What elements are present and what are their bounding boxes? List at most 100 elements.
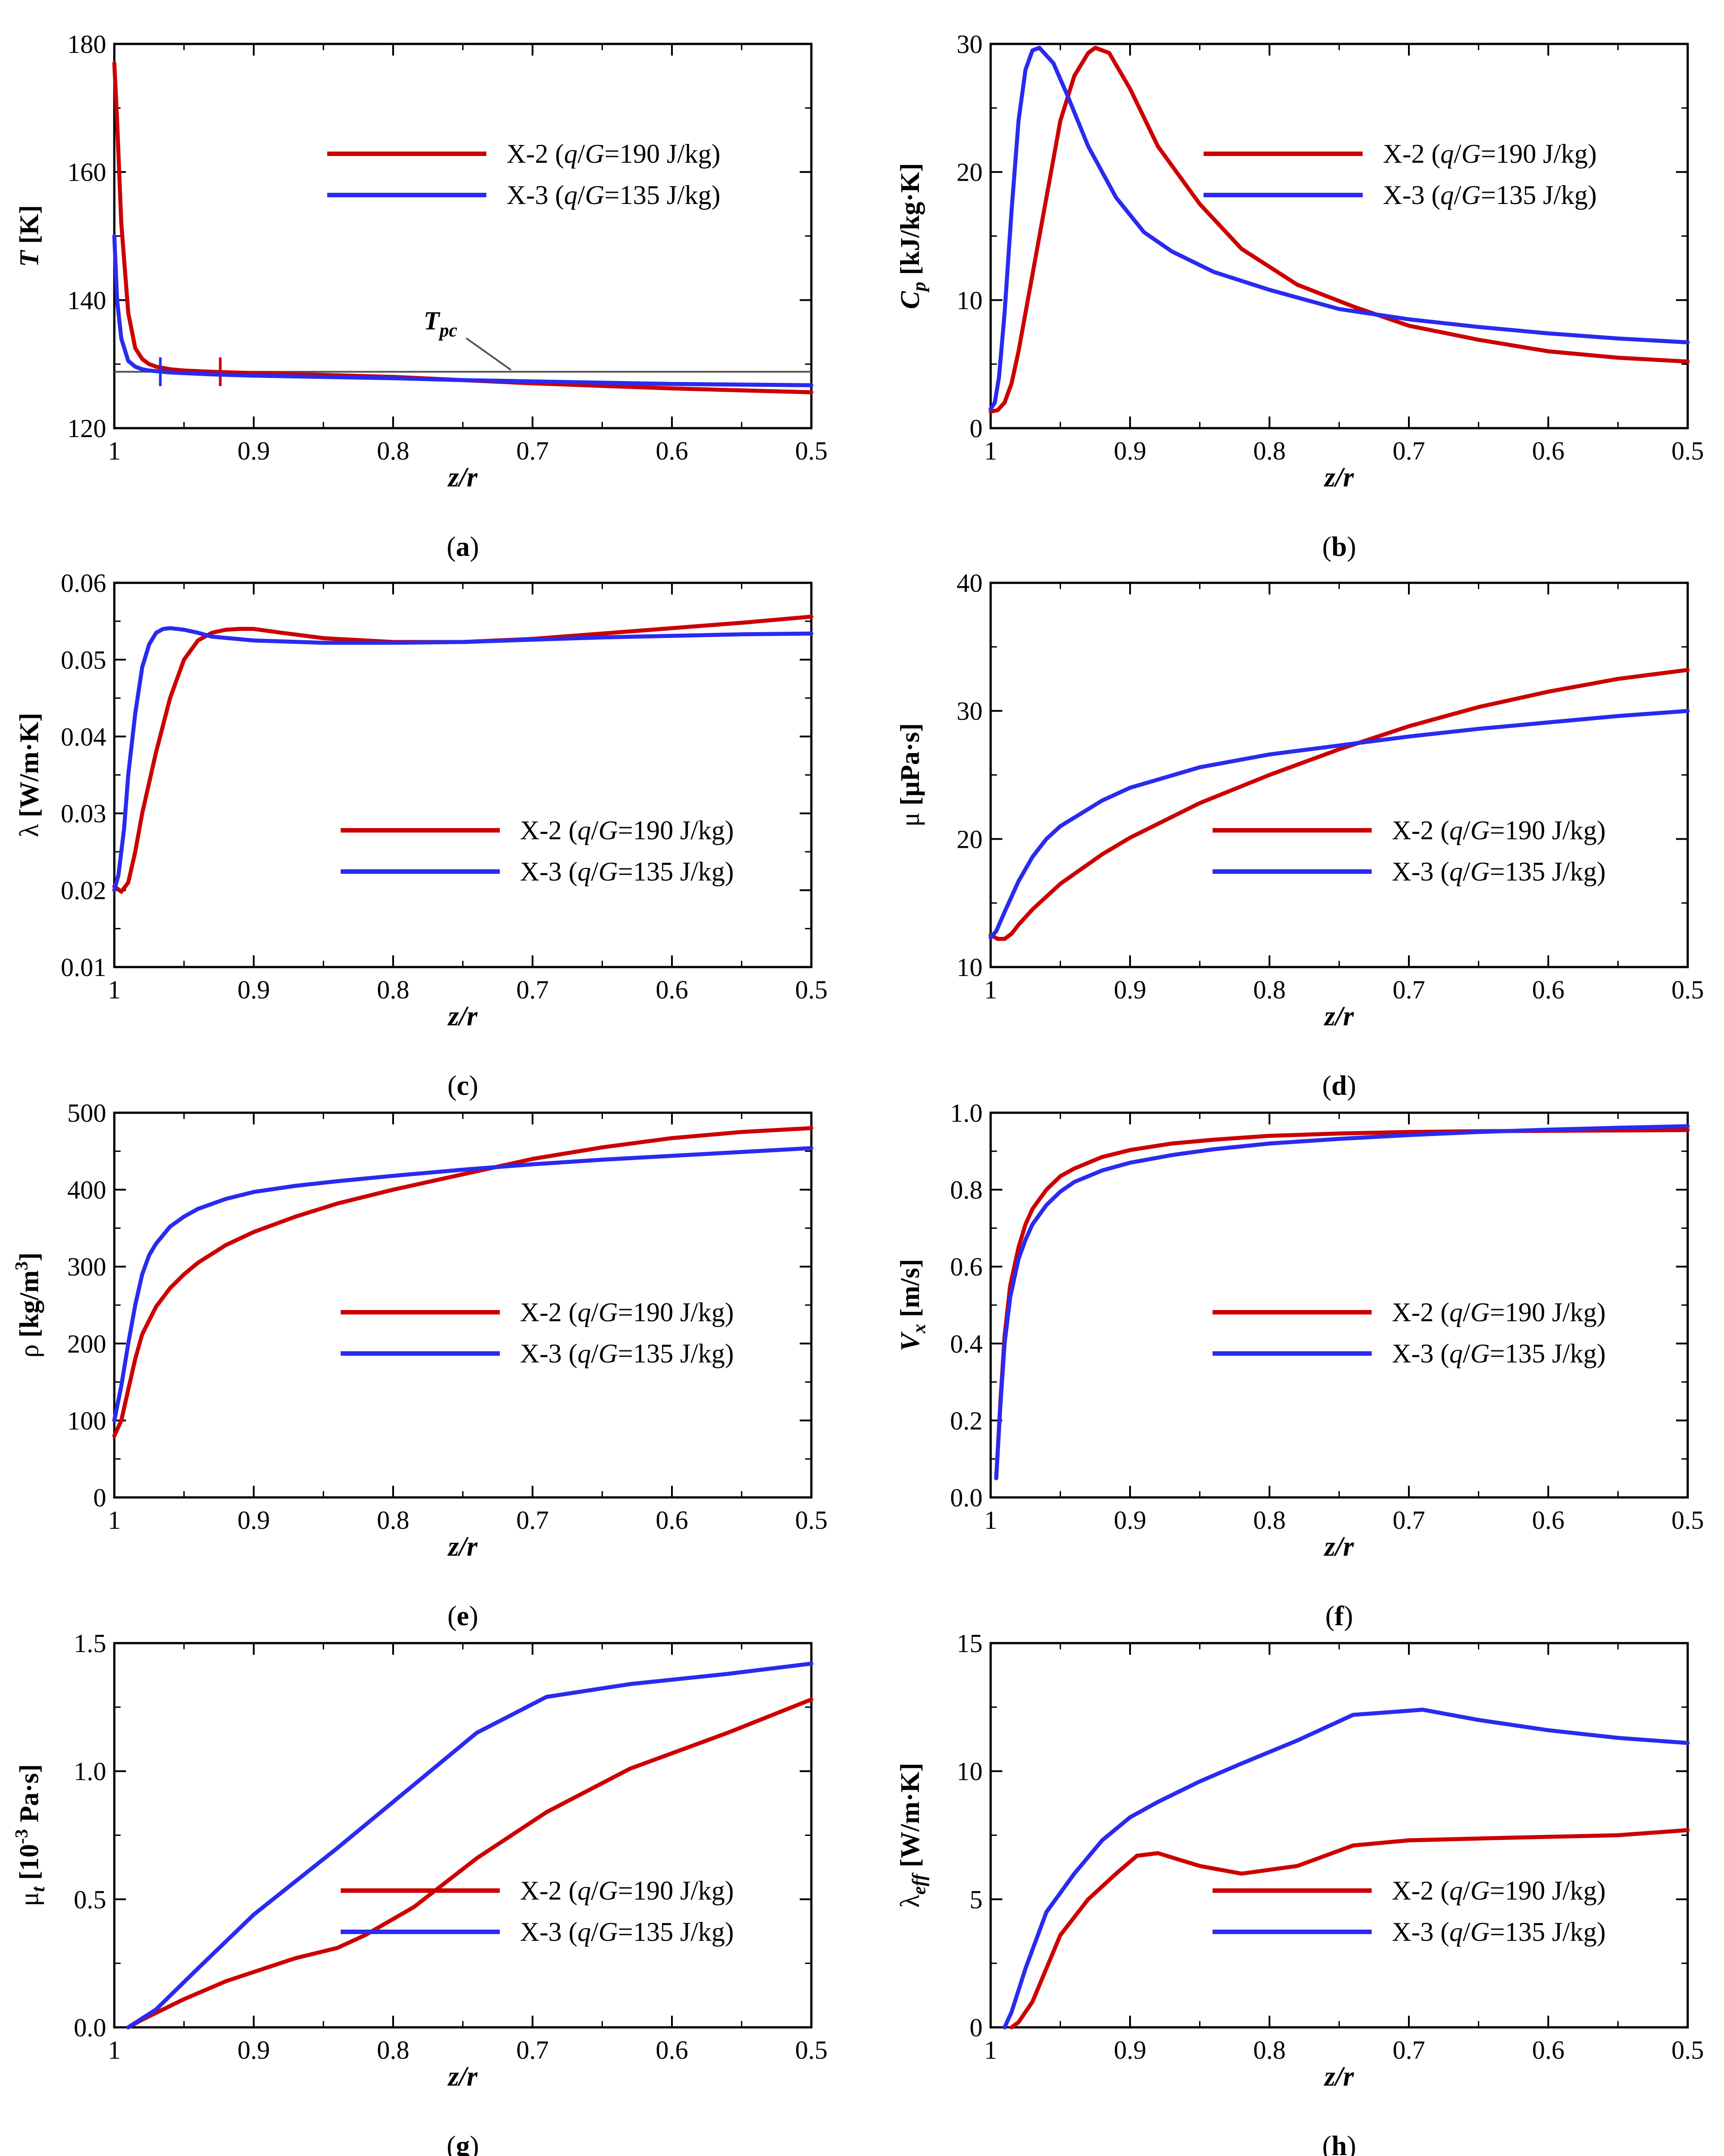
x-tick-label: 0.5 xyxy=(1672,436,1704,465)
x-tick-label: 0.6 xyxy=(1532,2035,1565,2065)
y-tick-label: 0.02 xyxy=(61,876,107,905)
y-tick-label: 500 xyxy=(67,1098,106,1128)
series-line-x2 xyxy=(988,46,1690,414)
y-tick-label: 10 xyxy=(957,286,983,315)
legend-label-x2: X-2 (q/G=190 J/kg) xyxy=(1392,1297,1606,1327)
panel-e: 1 0.9 0.8 0.7 0.6 0.5 0 100 200 300 400 500 X-2 (q/G… xyxy=(11,1098,827,1631)
x-tick-label: 0.5 xyxy=(795,975,828,1004)
y-tick-label: 140 xyxy=(67,286,106,315)
y-tick-label: 0 xyxy=(970,2013,983,2042)
x-tick-label: 0.9 xyxy=(1114,2035,1147,2065)
x-tick-label: 0.8 xyxy=(1253,436,1286,465)
x-axis-label: z/r xyxy=(447,462,478,493)
panel-label: (f) xyxy=(1325,1601,1353,1631)
tpc-annotation-leader xyxy=(465,337,512,371)
x-tick-label: 0.8 xyxy=(377,1505,410,1535)
series-line-x3 xyxy=(988,709,1690,940)
y-tick-label: 0.04 xyxy=(61,722,107,751)
x-tick-label: 0.7 xyxy=(516,2035,549,2065)
series-line-x2 xyxy=(112,614,814,894)
x-tick-label: 1 xyxy=(984,975,997,1004)
legend-label-x3: X-3 (q/G=135 J/kg) xyxy=(520,857,734,886)
series-line-x2 xyxy=(1009,1828,1690,2030)
x-tick-label: 0.9 xyxy=(1114,1505,1147,1535)
x-tick-label: 0.8 xyxy=(1253,1505,1286,1535)
x-tick-label: 1 xyxy=(984,2035,997,2065)
x-tick-label: 0.7 xyxy=(516,975,549,1004)
y-axis-label: μt [10-3 Pa·s] xyxy=(11,1764,49,1906)
x-tick-label: 0.6 xyxy=(656,436,689,465)
y-tick-label: 0.01 xyxy=(61,953,107,982)
x-axis-label: z/r xyxy=(1324,1531,1354,1562)
panel-h: 1 0.9 0.8 0.7 0.6 0.5 0 5 10 15 X-2 (q/G=190 J/kg)… xyxy=(895,1629,1704,2156)
y-tick-label: 0 xyxy=(93,1483,106,1512)
legend-label-x2: X-2 (q/G=190 J/kg) xyxy=(1392,1876,1606,1905)
y-axis-label: T [K] xyxy=(14,205,44,267)
x-tick-label: 0.5 xyxy=(1672,1505,1704,1535)
legend: X-2 (q/G=190 J/kg) X-3 (q/G=135 J/kg) xyxy=(1204,139,1597,210)
y-tick-label: 160 xyxy=(67,158,106,187)
series-line-x3 xyxy=(112,234,814,387)
x-tick-label: 1 xyxy=(984,1505,997,1535)
y-axis-label: ρ [kg/m3] xyxy=(11,1253,44,1358)
x-tick-label: 0.9 xyxy=(238,1505,270,1535)
panel-a: 1 0.9 0.8 0.7 0.6 0.5 120 140 160 180 Tpc X-2 (q/G=… xyxy=(14,30,827,562)
panel-b: 1 0.9 0.8 0.7 0.6 0.5 0 10 20 30 X-2 (q/G=190 J/kg… xyxy=(895,30,1704,562)
legend-label-x2: X-2 (q/G=190 J/kg) xyxy=(520,816,734,845)
series-line-x3 xyxy=(1002,1708,1690,2030)
y-axis-label: λ [W/m·K] xyxy=(14,713,44,837)
series-line-x3 xyxy=(126,1661,814,2030)
panel-label: (a) xyxy=(446,532,479,562)
x-axis-label: z/r xyxy=(447,1531,478,1562)
y-tick-label: 400 xyxy=(67,1176,106,1205)
legend-label-x3: X-3 (q/G=135 J/kg) xyxy=(520,1339,734,1368)
y-tick-label: 1.0 xyxy=(74,1757,107,1786)
x-tick-label: 0.7 xyxy=(1393,2035,1425,2065)
legend: X-2 (q/G=190 J/kg) X-3 (q/G=135 J/kg) xyxy=(1213,816,1606,886)
legend-label-x3: X-3 (q/G=135 J/kg) xyxy=(520,1917,734,1947)
plot-frame xyxy=(113,1642,813,2029)
y-tick-label: 0.0 xyxy=(950,1483,983,1512)
x-axis-label: z/r xyxy=(1324,462,1354,493)
legend: X-2 (q/G=190 J/kg) X-3 (q/G=135 J/kg) xyxy=(327,139,720,210)
legend-label-x2: X-2 (q/G=190 J/kg) xyxy=(507,139,720,169)
y-tick-label: 10 xyxy=(957,1757,983,1786)
legend: X-2 (q/G=190 J/kg) X-3 (q/G=135 J/kg) xyxy=(1213,1297,1606,1368)
y-tick-label: 100 xyxy=(67,1406,106,1435)
x-tick-label: 1 xyxy=(108,1505,121,1535)
x-tick-label: 0.8 xyxy=(377,2035,410,2065)
y-tick-label: 10 xyxy=(957,953,983,982)
legend-label-x2: X-2 (q/G=190 J/kg) xyxy=(1383,139,1597,169)
plot-frame xyxy=(989,43,1689,429)
x-tick-label: 0.7 xyxy=(516,1505,549,1535)
x-tick-label: 0.5 xyxy=(795,2035,828,2065)
y-tick-label: 0.5 xyxy=(74,1885,107,1914)
y-tick-label: 200 xyxy=(67,1329,106,1358)
legend-label-x3: X-3 (q/G=135 J/kg) xyxy=(1383,180,1597,210)
series-line-x3 xyxy=(112,1146,814,1423)
series-line-x3 xyxy=(994,1124,1690,1480)
legend-label-x3: X-3 (q/G=135 J/kg) xyxy=(1392,857,1606,886)
x-tick-label: 0.9 xyxy=(1114,436,1147,465)
tpc-annotation: Tpc xyxy=(424,306,457,341)
y-tick-label: 30 xyxy=(957,30,983,59)
x-tick-label: 0.5 xyxy=(795,436,828,465)
x-axis-label: z/r xyxy=(1324,2061,1354,2092)
panel-label: (d) xyxy=(1322,1071,1356,1101)
series-line-x2 xyxy=(126,1697,814,2030)
legend: X-2 (q/G=190 J/kg) X-3 (q/G=135 J/kg) xyxy=(341,1876,734,1947)
x-tick-label: 1 xyxy=(108,2035,121,2065)
x-tick-label: 0.9 xyxy=(238,2035,270,2065)
x-tick-label: 0.6 xyxy=(656,1505,689,1535)
panel-d: 1 0.9 0.8 0.7 0.6 0.5 10 20 30 40 X-2 (q/G=190 J/k… xyxy=(895,568,1704,1101)
panel-g: 1 0.9 0.8 0.7 0.6 0.5 0.0 0.5 1.0 1.5 X-2 (q/G=190… xyxy=(11,1629,827,2156)
x-tick-label: 0.6 xyxy=(656,975,689,1004)
y-tick-label: 0.03 xyxy=(61,799,107,828)
x-tick-label: 0.7 xyxy=(1393,436,1425,465)
x-tick-label: 0.8 xyxy=(377,975,410,1004)
y-tick-label: 0.8 xyxy=(950,1176,983,1205)
y-axis-label: λeff [W/m·K] xyxy=(895,1763,930,1908)
legend: X-2 (q/G=190 J/kg) X-3 (q/G=135 J/kg) xyxy=(1213,1876,1606,1947)
panel-c: 1 0.9 0.8 0.7 0.6 0.5 0.01 0.02 0.03 0.04 0.05 0.06… xyxy=(14,568,827,1101)
legend-label-x3: X-3 (q/G=135 J/kg) xyxy=(1392,1339,1606,1368)
